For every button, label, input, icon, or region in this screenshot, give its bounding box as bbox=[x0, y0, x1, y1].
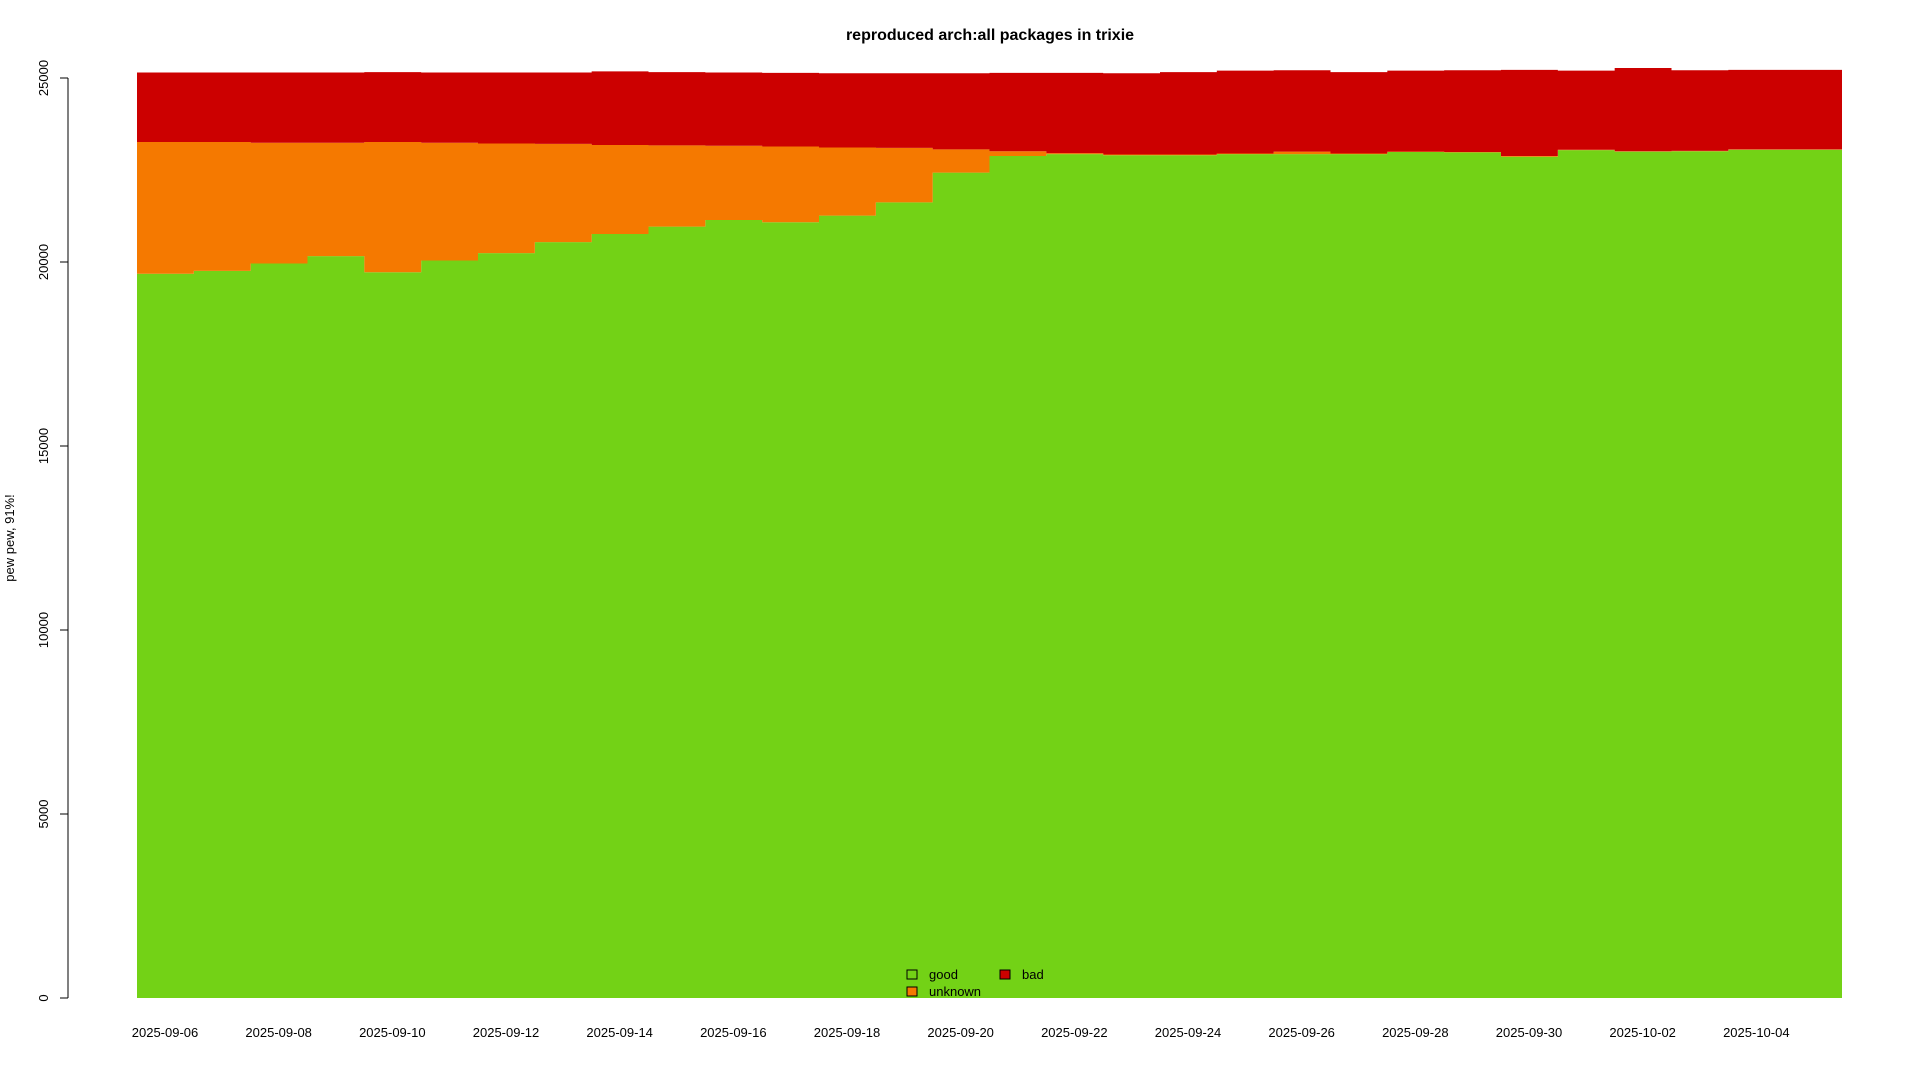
x-tick-label: 2025-10-02 bbox=[1609, 1025, 1676, 1040]
x-tick-label: 2025-09-20 bbox=[927, 1025, 994, 1040]
y-tick-label: 25000 bbox=[36, 60, 51, 96]
x-tick-label: 2025-09-22 bbox=[1041, 1025, 1108, 1040]
plot-area bbox=[137, 68, 1842, 998]
x-tick-label: 2025-09-06 bbox=[132, 1025, 199, 1040]
x-tick-label: 2025-09-12 bbox=[473, 1025, 540, 1040]
legend-label-unknown: unknown bbox=[929, 984, 981, 999]
series-area-bad bbox=[137, 68, 1842, 157]
y-tick-label: 0 bbox=[36, 994, 51, 1001]
x-tick-label: 2025-09-16 bbox=[700, 1025, 767, 1040]
chart-title: reproduced arch:all packages in trixie bbox=[846, 27, 1134, 44]
x-tick-label: 2025-09-30 bbox=[1496, 1025, 1563, 1040]
series-area-unknown bbox=[137, 142, 1842, 274]
x-tick-label: 2025-09-24 bbox=[1155, 1025, 1222, 1040]
y-tick-label: 15000 bbox=[36, 428, 51, 464]
x-tick-label: 2025-09-28 bbox=[1382, 1025, 1449, 1040]
legend-label-good: good bbox=[929, 967, 958, 982]
legend-swatch-bad bbox=[999, 969, 1011, 980]
x-tick-label: 2025-09-26 bbox=[1268, 1025, 1335, 1040]
x-tick-label: 2025-09-10 bbox=[359, 1025, 426, 1040]
x-tick-label: 2025-09-18 bbox=[814, 1025, 881, 1040]
legend: good bad unknown bbox=[906, 967, 1044, 999]
y-tick-label: 20000 bbox=[36, 244, 51, 280]
legend-swatch-unknown bbox=[906, 986, 918, 997]
y-tick-label: 10000 bbox=[36, 612, 51, 648]
x-tick-label: 2025-09-08 bbox=[245, 1025, 312, 1040]
x-tick-label: 2025-09-14 bbox=[586, 1025, 653, 1040]
axes: 0 5000 10000 15000 20000 25000 2025-09-06 2025-… bbox=[36, 60, 1790, 1040]
x-tick-label: 2025-10-04 bbox=[1723, 1025, 1790, 1040]
legend-swatch-good bbox=[906, 969, 918, 980]
y-tick-label: 5000 bbox=[36, 800, 51, 829]
legend-label-bad: bad bbox=[1022, 967, 1044, 982]
series-area-good bbox=[137, 149, 1842, 998]
y-axis-label: pew pew, 91%! bbox=[2, 494, 17, 581]
